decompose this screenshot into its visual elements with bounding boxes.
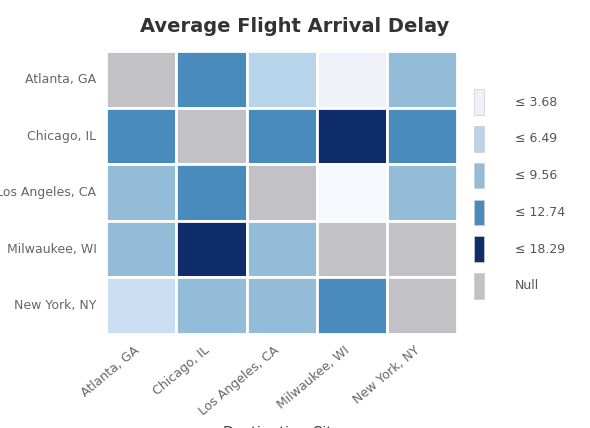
Bar	[387, 108, 457, 164]
Bar	[317, 221, 387, 277]
Bar	[106, 221, 176, 277]
Bar	[474, 126, 484, 152]
Text: ≤ 12.74: ≤ 12.74	[514, 206, 565, 219]
Bar	[247, 164, 317, 221]
Text: Null: Null	[514, 279, 539, 292]
Text: ≤ 3.68: ≤ 3.68	[514, 96, 557, 109]
Bar	[176, 164, 247, 221]
Bar	[317, 277, 387, 334]
Bar	[176, 277, 247, 334]
Bar	[106, 277, 176, 334]
Bar	[474, 163, 484, 188]
Bar	[247, 108, 317, 164]
Bar	[317, 108, 387, 164]
Text: Average Flight Arrival Delay: Average Flight Arrival Delay	[140, 17, 450, 36]
Bar	[387, 51, 457, 108]
Bar	[176, 51, 247, 108]
Bar	[247, 277, 317, 334]
Bar	[247, 221, 317, 277]
Bar	[474, 89, 484, 115]
X-axis label: Destination City: Destination City	[223, 426, 340, 428]
Bar	[106, 108, 176, 164]
Text: ≤ 9.56: ≤ 9.56	[514, 169, 557, 182]
Text: ≤ 18.29: ≤ 18.29	[514, 243, 565, 256]
Bar	[387, 277, 457, 334]
Bar	[474, 236, 484, 262]
Bar	[176, 221, 247, 277]
Bar	[106, 164, 176, 221]
Bar	[247, 51, 317, 108]
Bar	[474, 200, 484, 225]
Bar	[317, 164, 387, 221]
Bar	[317, 51, 387, 108]
Text: ≤ 6.49: ≤ 6.49	[514, 132, 557, 146]
Bar	[387, 221, 457, 277]
Bar	[106, 51, 176, 108]
Bar	[474, 273, 484, 299]
Bar	[176, 108, 247, 164]
Bar	[387, 164, 457, 221]
